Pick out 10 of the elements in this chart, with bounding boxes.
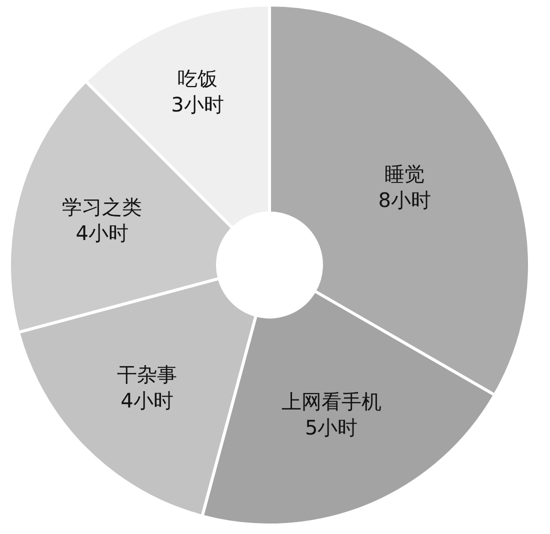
data-label: 4小时 — [120, 388, 174, 413]
slice-label: 睡觉 — [384, 162, 425, 186]
slice-label: 干杂事 — [116, 362, 177, 387]
data-label: 3小时 — [171, 92, 224, 116]
slice-label: 学习之类 — [62, 195, 142, 220]
data-label: 8小时 — [378, 188, 431, 212]
slice-label: 上网看手机 — [281, 389, 382, 414]
data-label: 5小时 — [304, 415, 358, 440]
slice-label: 吃饭 — [178, 66, 218, 90]
data-label: 4小时 — [76, 221, 128, 246]
